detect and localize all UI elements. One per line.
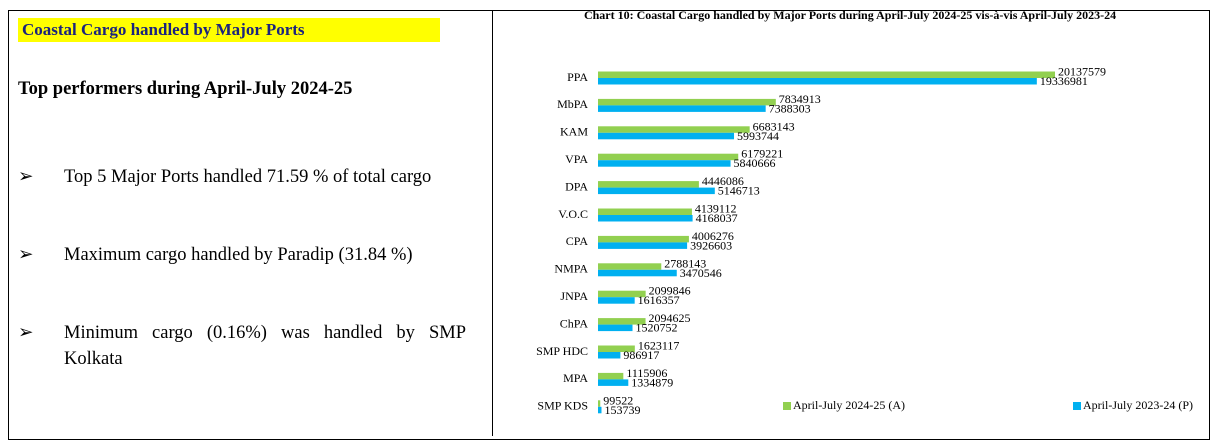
value-label: 4446086 <box>702 174 744 188</box>
category-label: SMP HDC <box>536 344 588 358</box>
chart-title: Chart 10: Coastal Cargo handled by Major… <box>583 8 1117 22</box>
value-label: 5146713 <box>718 184 760 198</box>
bar <box>598 132 735 140</box>
value-label: 5840666 <box>734 156 776 170</box>
bar <box>598 78 1037 85</box>
chart-title-box: Chart 10: Coastal Cargo handled by Major… <box>583 8 1117 22</box>
bullet-text: Minimum cargo (0.16%) was handled by SMP… <box>64 323 466 369</box>
value-label: 2094625 <box>649 311 691 325</box>
bar <box>598 345 635 352</box>
bar <box>598 105 766 112</box>
bullet-marker: ➢ <box>18 167 34 187</box>
bar <box>598 71 1055 78</box>
value-label: 19336981 <box>1040 74 1088 88</box>
bar <box>598 379 629 386</box>
category-label: DPA <box>565 179 588 193</box>
subheading: Top performers during April-July 2024-25 <box>18 79 353 99</box>
bar <box>598 269 677 277</box>
category-label: CPA <box>566 234 589 248</box>
value-label: 20137579 <box>1058 65 1106 79</box>
legend-swatch <box>783 402 791 410</box>
bar <box>598 126 750 133</box>
bar <box>598 181 699 188</box>
category-label: VPA <box>565 152 588 166</box>
category-label: MbPA <box>557 97 588 111</box>
bar <box>598 215 693 222</box>
bar <box>598 263 662 270</box>
category-label: ChPA <box>560 316 589 330</box>
value-label: 6683143 <box>753 119 795 133</box>
bar <box>598 187 715 195</box>
value-label: 3926603 <box>690 238 732 252</box>
cell-divider <box>492 10 493 436</box>
category-label: V.O.C <box>558 207 588 221</box>
category-label: JNPA <box>560 289 588 303</box>
value-label: 1520752 <box>636 321 678 335</box>
bar <box>598 208 692 215</box>
value-label: 5993744 <box>737 129 779 143</box>
bar <box>598 297 635 304</box>
value-label: 153739 <box>604 403 640 417</box>
legend-label: April-July 2024-25 (A) <box>793 398 905 412</box>
bar <box>598 242 688 249</box>
value-label: 3470546 <box>680 266 722 280</box>
value-label: 1623117 <box>638 339 680 353</box>
legend-label: April-July 2023-24 (P) <box>1083 398 1193 412</box>
category-label: PPA <box>567 70 588 84</box>
bar <box>598 153 739 161</box>
bar <box>598 400 601 407</box>
category-label: NMPA <box>554 262 588 276</box>
value-label: 99522 <box>603 393 633 407</box>
bullet-text: Top 5 Major Ports handled 71.59 % of tot… <box>64 167 432 187</box>
bar <box>598 235 689 243</box>
value-label: 1334879 <box>631 375 673 389</box>
bullet-text: Maximum cargo handled by Paradip (31.84 … <box>64 245 413 265</box>
value-label: 4168037 <box>696 211 738 225</box>
bar <box>598 290 646 298</box>
value-label: 986917 <box>623 348 659 362</box>
value-label: 4006276 <box>692 229 734 243</box>
legend-swatch <box>1073 402 1081 410</box>
bar <box>598 406 602 414</box>
bar <box>598 352 621 359</box>
value-label: 1616357 <box>638 293 680 307</box>
heading: Coastal Cargo handled by Major Ports <box>18 18 440 42</box>
value-label: 2788143 <box>664 256 706 270</box>
value-label: 7834913 <box>779 92 821 106</box>
bar <box>598 160 731 167</box>
bar <box>598 372 624 380</box>
bullet-marker: ➢ <box>18 245 34 265</box>
value-label: 1115906 <box>626 366 667 380</box>
value-label: 6179221 <box>741 147 783 161</box>
bar <box>598 318 646 325</box>
bullet-marker: ➢ <box>18 323 34 343</box>
value-label: 7388303 <box>769 101 811 115</box>
category-label: KAM <box>560 125 588 139</box>
value-label: 4139112 <box>695 202 737 216</box>
bar <box>598 98 776 106</box>
value-label: 2099846 <box>649 284 691 298</box>
category-label: SMP KDS <box>537 399 588 413</box>
category-label: MPA <box>563 371 588 385</box>
bar <box>598 324 633 332</box>
